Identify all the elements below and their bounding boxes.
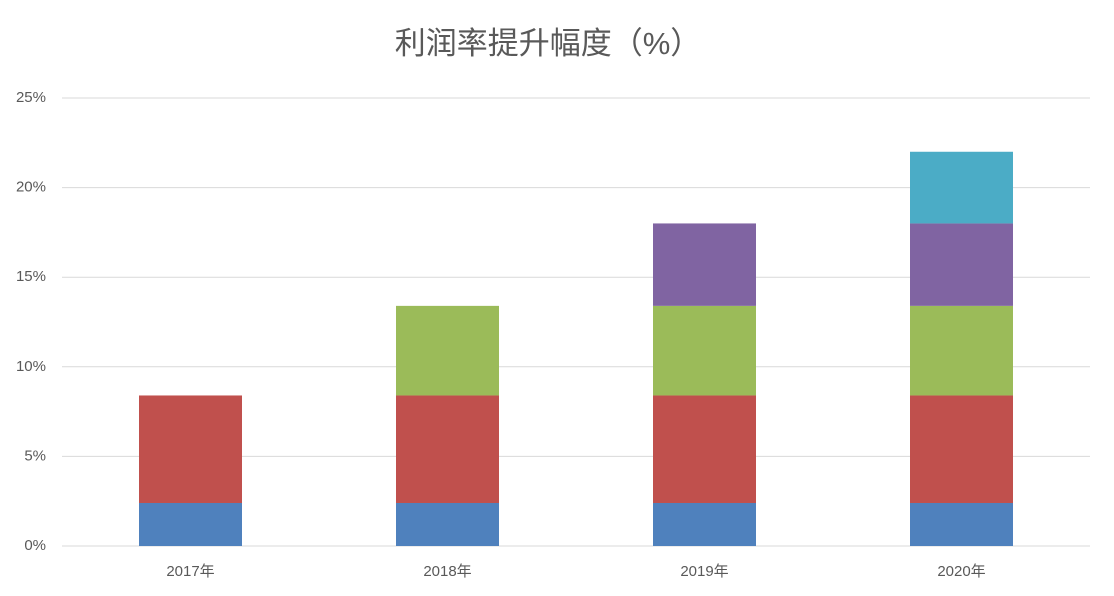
x-tick-label: 2018年: [423, 563, 471, 580]
bar-segment: [139, 502, 242, 546]
bar-segment: [139, 395, 242, 503]
bar-segment: [910, 395, 1013, 503]
x-tick-label: 2019年: [680, 563, 728, 580]
y-tick-label: 15%: [16, 268, 46, 285]
bar-segment: [653, 305, 756, 396]
y-tick-label: 0%: [24, 537, 46, 554]
y-tick-label: 5%: [24, 447, 46, 464]
bar-segment: [653, 223, 756, 306]
y-tick-label: 10%: [16, 358, 46, 375]
bar-segment: [396, 502, 499, 546]
bar-segment: [910, 502, 1013, 546]
bar-segment: [653, 502, 756, 546]
x-tick-label: 2017年: [166, 563, 214, 580]
chart-title: 利润率提升幅度（%）: [395, 26, 702, 61]
bar-segment: [396, 395, 499, 503]
bar-segment: [910, 305, 1013, 396]
bar-segment: [910, 223, 1013, 306]
bar-segment: [396, 305, 499, 396]
y-tick-label: 25%: [16, 89, 46, 106]
bar-segment: [653, 395, 756, 503]
y-tick-label: 20%: [16, 179, 46, 196]
x-tick-label: 2020年: [937, 563, 985, 580]
bar-segment: [910, 151, 1013, 224]
